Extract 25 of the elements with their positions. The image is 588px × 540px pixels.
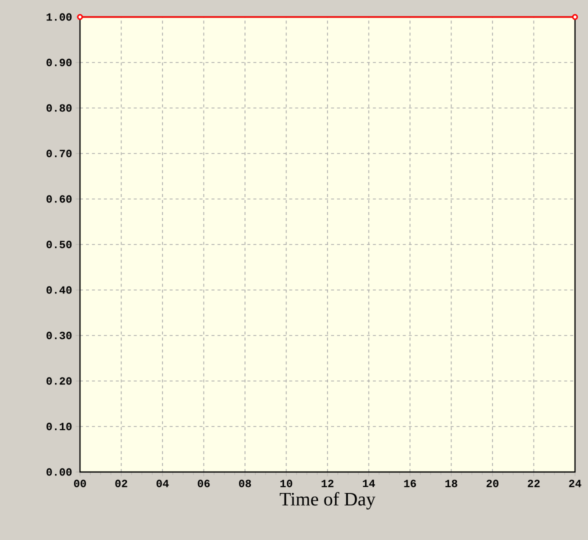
x-tick-label: 02	[115, 480, 128, 488]
x-tick-label: 04	[156, 480, 169, 488]
y-tick-label: 0.30	[46, 332, 72, 340]
x-tick-label: 16	[404, 480, 416, 488]
x-tick-label: 08	[239, 480, 251, 488]
x-tick-label: 20	[486, 480, 498, 488]
y-tick-label: 0.10	[46, 422, 72, 430]
y-tick-label: 0.80	[46, 104, 72, 112]
x-tick-label: 18	[445, 480, 458, 488]
x-tick-label: 12	[322, 480, 334, 488]
y-tick-label: 0.90	[46, 58, 72, 66]
y-tick-label: 0.70	[46, 150, 72, 158]
y-tick-label: 0.60	[46, 195, 72, 203]
x-axis-title: Time of Day	[280, 492, 376, 510]
x-tick-label: 00	[74, 480, 86, 488]
x-tick-label: 06	[198, 480, 210, 488]
y-tick-label: 0.20	[46, 377, 72, 385]
y-tick-label: 0.00	[46, 468, 72, 476]
y-tick-label: 0.40	[46, 286, 72, 294]
x-tick-label: 24	[569, 480, 582, 488]
y-tick-label: 0.50	[46, 240, 72, 248]
x-tick-label: 10	[280, 480, 292, 488]
y-tick-label: 1.00	[46, 13, 72, 21]
x-tick-label: 14	[362, 480, 375, 487]
x-tick-label: 22	[528, 480, 540, 488]
